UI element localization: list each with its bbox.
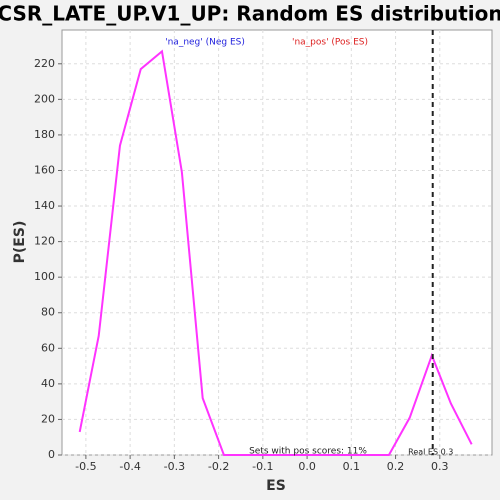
x-tick-label: 0.0 [298,460,316,473]
y-tick-label: 20 [41,412,55,425]
chart-title: CSR_LATE_UP.V1_UP: Random ES distributio… [0,2,500,26]
y-tick-label: 60 [41,341,55,354]
y-tick-label: 0 [48,448,55,461]
x-tick-label: 0.2 [387,460,405,473]
x-tick-label: -0.1 [252,460,273,473]
y-axis-label: P(ES) [12,221,28,264]
y-tick-label: 140 [34,199,55,212]
real-es-label: Real ES 0.3 [408,448,453,457]
y-tick-label: 160 [34,163,55,176]
plot-area [61,29,493,456]
x-tick-label: 0.3 [431,460,449,473]
y-tick-label: 220 [34,57,55,70]
annotation: Sets with pos scores: 11% [249,447,367,457]
y-tick-label: 80 [41,306,55,319]
x-tick-label: -0.2 [208,460,229,473]
legend-entry: 'na_neg' (Neg ES) [165,38,245,48]
x-tick-label: -0.5 [75,460,96,473]
x-axis-label: ES [266,478,286,494]
y-tick-label: 100 [34,270,55,283]
y-tick-label: 120 [34,235,55,248]
legend-entry: 'na_pos' (Pos ES) [292,38,368,48]
y-tick-label: 180 [34,128,55,141]
y-tick-label: 40 [41,377,55,390]
x-tick-label: 0.1 [343,460,361,473]
x-tick-label: -0.3 [164,460,185,473]
y-tick-label: 200 [34,92,55,105]
x-tick-label: -0.4 [119,460,140,473]
